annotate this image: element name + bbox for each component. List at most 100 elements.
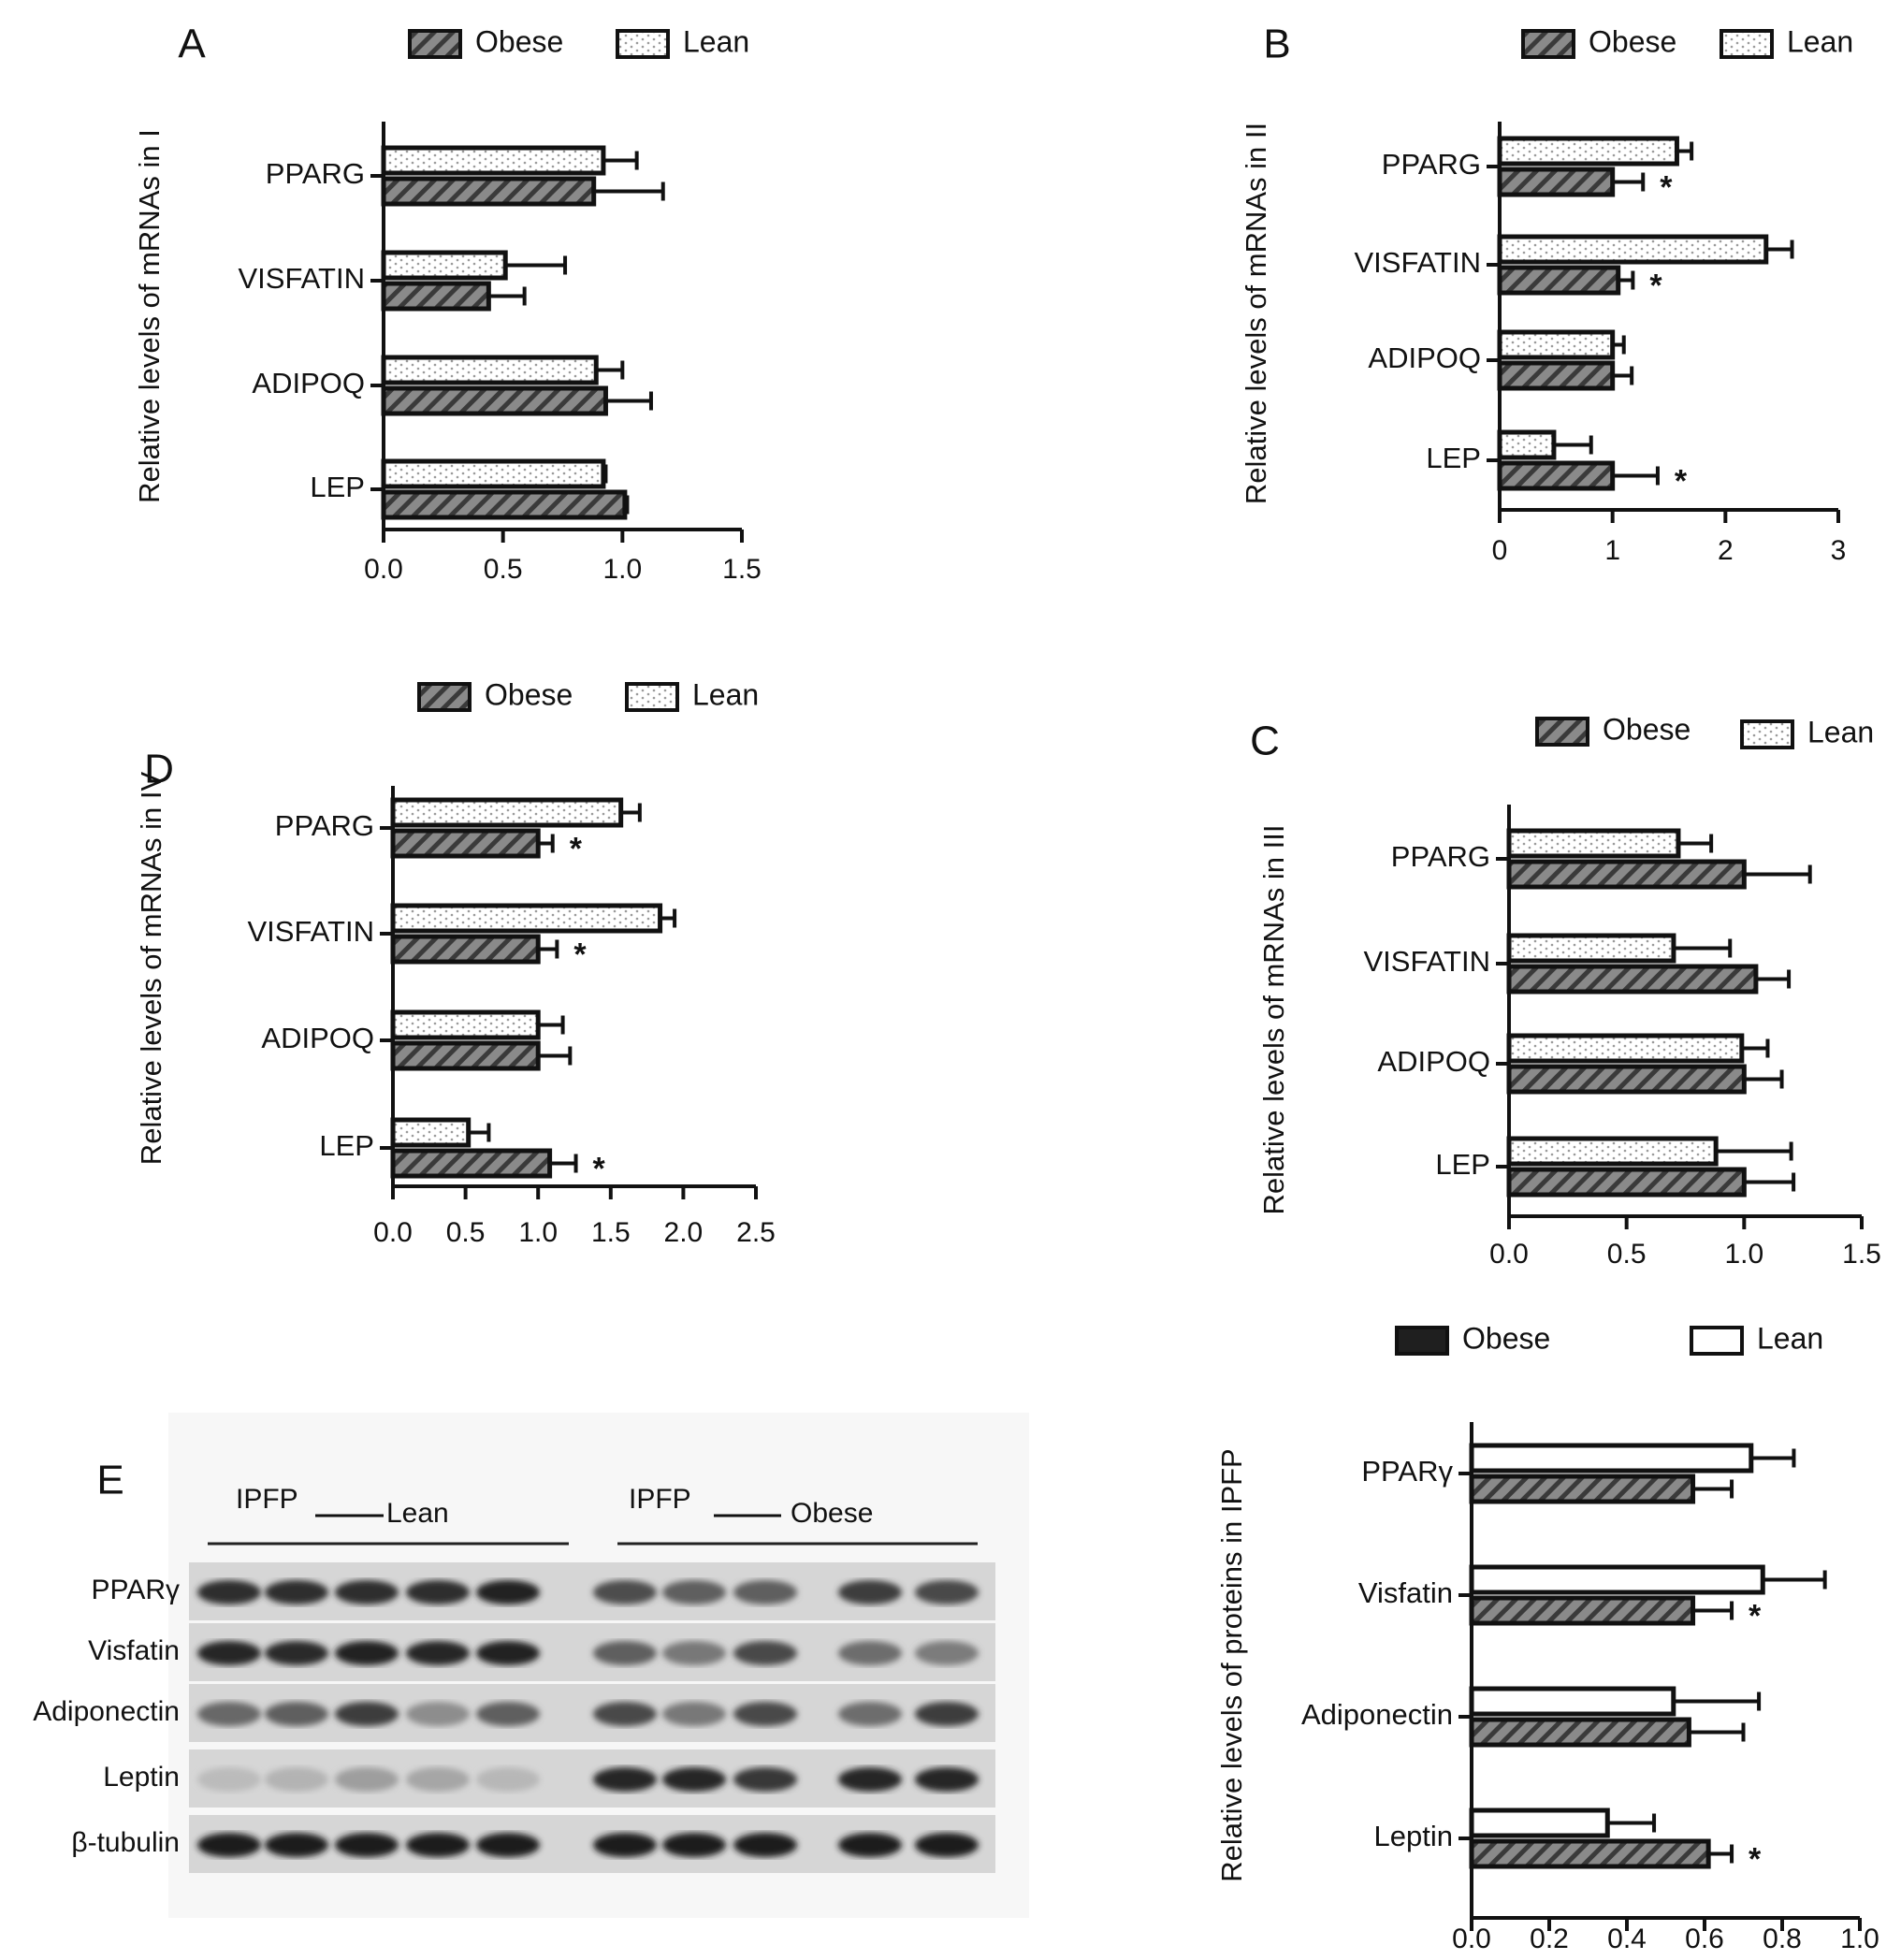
x-tick-label: 2.0 xyxy=(664,1217,704,1248)
significance-star: * xyxy=(573,936,587,972)
significance-star: * xyxy=(1649,268,1662,303)
blot-band xyxy=(662,1580,726,1604)
significance-star: * xyxy=(570,831,583,866)
bar-lean xyxy=(1469,1808,1610,1838)
blot-band xyxy=(197,1641,261,1665)
legend-swatch-lean xyxy=(625,682,679,712)
blot-band xyxy=(733,1641,797,1665)
western-blot: E IPFP Lean IPFP Obese PPARγ Visfatin Adiponect… xyxy=(33,1413,1029,1918)
blot-band xyxy=(733,1767,797,1792)
bar-obese xyxy=(1469,1474,1696,1504)
blot-row: PPARγ xyxy=(92,1562,995,1620)
bar-lean xyxy=(1506,1136,1719,1167)
bar-obese xyxy=(1506,1064,1747,1095)
panel-label: C xyxy=(1250,719,1280,764)
legend-label-lean: Lean xyxy=(1787,24,1853,58)
bar-obese xyxy=(381,176,597,207)
blot-band xyxy=(593,1767,657,1792)
y-axis-label: Relative levels of proteins in IPFP xyxy=(1215,1448,1248,1882)
x-tick-label: 1.0 xyxy=(518,1217,558,1248)
bar-lean xyxy=(390,797,624,828)
blot-band xyxy=(335,1641,399,1665)
bar-obese xyxy=(1506,964,1759,995)
y-axis-label: Relative levels of mRNAs in III xyxy=(1257,825,1290,1215)
blot-row: Visfatin xyxy=(88,1623,995,1681)
legend-label-obese: Obese xyxy=(1462,1321,1550,1355)
blot-band xyxy=(733,1833,797,1857)
blot-band xyxy=(476,1702,540,1726)
bar-lean xyxy=(390,903,663,934)
x-tick-label: 0.0 xyxy=(1489,1239,1529,1270)
bar-obese xyxy=(1497,167,1616,197)
blot-band xyxy=(838,1702,902,1726)
x-tick-label: 2.5 xyxy=(736,1217,776,1248)
bar-obese xyxy=(390,1148,553,1179)
bar-lean xyxy=(1497,429,1557,460)
panel-label: E xyxy=(96,1458,123,1503)
blot-band xyxy=(476,1767,540,1792)
significance-star: * xyxy=(593,1151,606,1186)
significance-star: * xyxy=(1675,463,1688,499)
category-label: PPARγ xyxy=(1361,1455,1453,1488)
category-label: LEP xyxy=(1435,1148,1490,1181)
legend-swatch-obese xyxy=(417,682,472,712)
blot-band xyxy=(915,1702,979,1726)
category-label: ADIPOQ xyxy=(1368,341,1481,374)
x-tick-label: 0.5 xyxy=(446,1217,486,1248)
category-label: VISFATIN xyxy=(238,262,365,295)
category-label: ADIPOQ xyxy=(1377,1045,1490,1078)
blot-row: Leptin xyxy=(103,1749,995,1808)
panel-label: B xyxy=(1263,22,1290,67)
y-axis-label: Relative levels of mRNAs in IV xyxy=(135,772,167,1166)
blot-band xyxy=(662,1767,726,1792)
blot-band xyxy=(593,1641,657,1665)
x-tick-label: 0.4 xyxy=(1607,1924,1647,1954)
chart-c: C Obese Lean Relative levels of mRNAs in II… xyxy=(1250,712,1881,1270)
blot-band xyxy=(476,1833,540,1857)
significance-star: * xyxy=(1749,1841,1762,1877)
legend-swatch-lean xyxy=(1740,719,1794,749)
category-label: ADIPOQ xyxy=(261,1022,374,1054)
legend-label-lean: Lean xyxy=(692,677,759,711)
bar-lean xyxy=(1506,828,1681,859)
blot-row: Adiponectin xyxy=(33,1684,995,1742)
legend-label-obese: Obese xyxy=(475,24,563,58)
legend-swatch-lean xyxy=(616,29,670,59)
legend-swatch-obese xyxy=(1535,717,1589,747)
x-tick-label: 0.5 xyxy=(1607,1239,1647,1270)
bar-lean xyxy=(1506,933,1676,964)
bar-lean xyxy=(381,145,606,176)
bar-lean xyxy=(1469,1443,1754,1474)
blot-band xyxy=(662,1833,726,1857)
blot-row-label: Adiponectin xyxy=(33,1696,180,1727)
category-label: VISFATIN xyxy=(1363,945,1490,978)
legend-label-lean: Lean xyxy=(1757,1321,1823,1355)
x-tick-label: 1.0 xyxy=(1840,1924,1879,1954)
group-lean-name: Lean xyxy=(386,1498,449,1529)
bar-lean xyxy=(390,1009,541,1040)
legend-label-obese: Obese xyxy=(485,677,573,711)
bar-lean xyxy=(381,458,606,489)
x-tick-label: 3 xyxy=(1831,535,1847,566)
chart-a: A Obese Lean Relative levels of mRNAs in I 0… xyxy=(133,22,762,585)
bar-lean xyxy=(1497,234,1769,265)
x-tick-label: 0.8 xyxy=(1763,1924,1802,1954)
x-tick-label: 1 xyxy=(1604,535,1620,566)
bar-obese xyxy=(381,385,608,416)
category-label: Visfatin xyxy=(1358,1576,1453,1609)
bar-lean xyxy=(381,250,508,281)
blot-band xyxy=(838,1767,902,1792)
bar-obese xyxy=(1497,360,1616,391)
x-tick-label: 1.0 xyxy=(602,554,642,585)
legend-swatch-obese xyxy=(1521,29,1575,59)
category-label: LEP xyxy=(319,1129,374,1162)
bar-lean xyxy=(1497,136,1679,167)
blot-band xyxy=(197,1702,261,1726)
y-axis-label: Relative levels of mRNAs in II xyxy=(1240,123,1272,504)
bar-obese xyxy=(1469,1838,1711,1869)
blot-band xyxy=(406,1641,470,1665)
x-tick-label: 0 xyxy=(1492,535,1508,566)
bar-obese xyxy=(1506,859,1747,890)
blot-band xyxy=(476,1580,540,1604)
